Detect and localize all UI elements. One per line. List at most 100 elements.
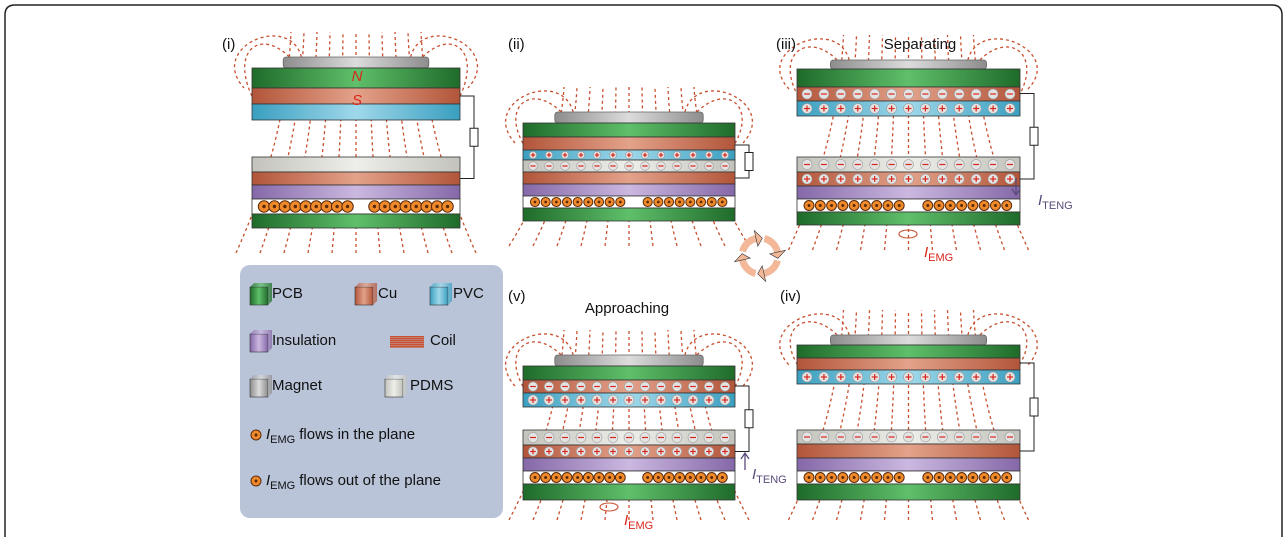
pcb-layer [523, 484, 735, 500]
emg-current: IEMG [624, 512, 653, 532]
pcb-layer [797, 212, 1020, 225]
coil-wire [646, 201, 649, 204]
coil-wire [808, 476, 811, 479]
legend-coil [390, 342, 424, 344]
coil-wire [721, 201, 724, 204]
coil-wire [262, 205, 265, 208]
legend-label: Magnet [272, 377, 323, 394]
coil-wire [886, 476, 889, 479]
resistor [470, 128, 478, 146]
coil-wire [864, 204, 867, 207]
coil-wire [383, 205, 386, 208]
coil-wire [841, 204, 844, 207]
coil-wire [886, 204, 889, 207]
coil-wire [576, 201, 579, 204]
coil-wire [926, 204, 929, 207]
pcb-layer [523, 123, 735, 137]
cu-layer [797, 358, 1020, 370]
coil-wire [587, 201, 590, 204]
coil-wire [294, 205, 297, 208]
coil-wire [700, 476, 703, 479]
coil-wire [841, 476, 844, 479]
coil-wire [619, 476, 622, 479]
coil-wire [555, 201, 558, 204]
coil-wire [335, 205, 338, 208]
emg-loop [600, 503, 618, 511]
resistor [1030, 127, 1038, 145]
resistor [745, 153, 753, 171]
legend-coil [390, 346, 424, 348]
coil-wire [587, 476, 590, 479]
coil-wire [994, 476, 997, 479]
panel-label: (iii) [776, 36, 796, 53]
coil-wire [938, 476, 941, 479]
coil-wire [325, 205, 328, 208]
coil-wire [819, 476, 822, 479]
coil-wire [608, 476, 611, 479]
coil-wire [1005, 204, 1008, 207]
legend-label: Coil [430, 332, 456, 349]
coil-wire [700, 201, 703, 204]
cu-layer [523, 137, 735, 150]
legend-coil [390, 338, 424, 340]
legend-coil [390, 336, 424, 338]
coil-wire [373, 205, 376, 208]
coil-wire [657, 476, 660, 479]
pcb-layer [523, 208, 735, 221]
coil-wire [830, 204, 833, 207]
coil-wire [668, 476, 671, 479]
legend-icon [250, 287, 268, 305]
pcb-layer [523, 366, 735, 380]
coil-wire [425, 205, 428, 208]
coil-wire [646, 476, 649, 479]
pcb-layer [797, 345, 1020, 358]
coil-wire [960, 204, 963, 207]
coil-wire [971, 476, 974, 479]
coil-wire [819, 204, 822, 207]
coil-wire [544, 201, 547, 204]
coil-wire [668, 201, 671, 204]
coil-wire [1005, 476, 1008, 479]
pcb-layer [797, 69, 1020, 87]
north-pole: N [352, 68, 363, 85]
coil-wire [710, 201, 713, 204]
legend-icon [430, 287, 448, 305]
coil-wire [830, 476, 833, 479]
coil-wire [689, 476, 692, 479]
panel-caption: Separating [884, 36, 957, 53]
coil-wire [544, 476, 547, 479]
coil-wire [853, 476, 856, 479]
south-pole: S [352, 92, 362, 109]
coil-wire [721, 476, 724, 479]
cycle-arrow [742, 260, 755, 273]
cu-layer [523, 172, 735, 184]
coil-wire [657, 201, 660, 204]
coil-wire [971, 204, 974, 207]
coil-wire [255, 480, 258, 483]
teng-current: ITENG [752, 466, 787, 486]
coil-wire [435, 205, 438, 208]
ins-layer [252, 185, 460, 199]
resistor [745, 410, 753, 428]
coil-wire [566, 201, 569, 204]
coil-wire [566, 476, 569, 479]
coil-wire [983, 204, 986, 207]
magnet [830, 335, 986, 345]
coil-wire [415, 205, 418, 208]
coil-wire [926, 476, 929, 479]
ins-layer [523, 184, 735, 196]
cycle-arrow [743, 238, 756, 251]
coil-wire [710, 476, 713, 479]
coil-wire [898, 476, 901, 479]
emg-current: IEMG [924, 244, 953, 264]
teng-current: ITENG [1038, 192, 1073, 212]
ins-layer [523, 458, 735, 471]
teng-arrow [741, 453, 749, 470]
panel-caption: Approaching [585, 300, 669, 317]
magnet [555, 355, 703, 366]
coil-wire [255, 434, 258, 437]
coil-wire [949, 204, 952, 207]
coil-wire [619, 201, 622, 204]
coil-wire [598, 201, 601, 204]
coil-wire [304, 205, 307, 208]
